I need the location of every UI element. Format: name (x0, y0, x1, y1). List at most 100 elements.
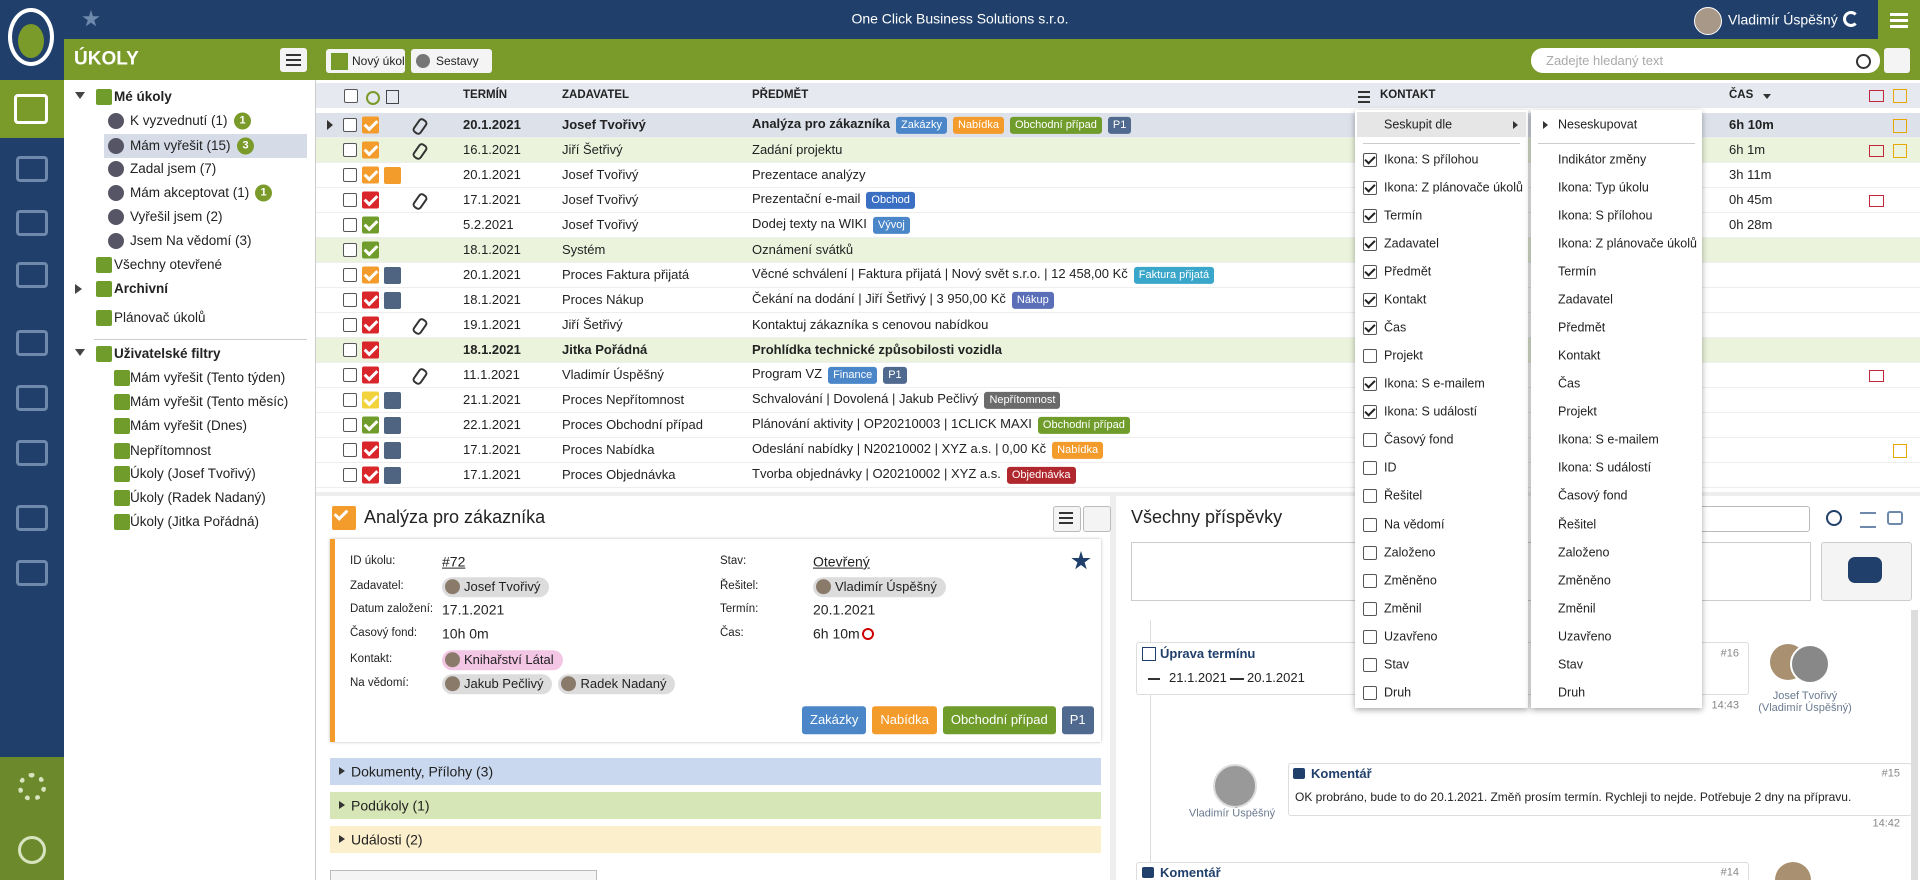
row-assigner[interactable]: Proces Nabídka (562, 442, 655, 458)
menu-group-option[interactable]: Stav (1558, 657, 1584, 672)
menu-group-option[interactable]: Ikona: S přílohou (1558, 208, 1653, 223)
menu-column[interactable]: Řešitel (1384, 488, 1423, 503)
menu-checkbox[interactable] (1363, 601, 1377, 616)
tag[interactable]: Obchodní případ (1009, 116, 1102, 135)
menu-checkbox[interactable] (1363, 685, 1377, 700)
sidebar-item[interactable]: Všechny otevřené (114, 256, 223, 272)
menu-checkbox[interactable] (1363, 181, 1377, 196)
detail-expand-button[interactable] (1083, 506, 1111, 532)
status-icon[interactable] (362, 391, 379, 409)
person-chip[interactable]: Josef Tvořivý (442, 577, 550, 597)
detail-section[interactable] (330, 792, 1101, 819)
header-check[interactable] (344, 89, 358, 103)
menu-checkbox[interactable] (1363, 433, 1377, 448)
rail-icon[interactable] (16, 156, 48, 182)
status-icon[interactable] (362, 116, 379, 134)
row-subject[interactable]: Věcné schválení | Faktura přijatá | Nový… (752, 266, 1215, 285)
sidebar-item[interactable]: Plánovač úkolů (114, 309, 206, 325)
row-date[interactable]: 11.1.2021 (463, 367, 520, 383)
menu-checkbox[interactable] (1363, 573, 1377, 588)
rail-icon[interactable] (14, 94, 48, 124)
rail-icon[interactable] (16, 262, 48, 288)
rail-icon[interactable] (16, 560, 48, 586)
row-subject[interactable]: Analýza pro zákazníka Zakázky Nabídka Obcho… (752, 116, 1132, 135)
row-assigner[interactable]: Josef Tvořivý (562, 192, 639, 208)
menu-column[interactable]: Druh (1384, 685, 1412, 700)
row-assigner[interactable]: Josef Tvořivý (562, 217, 639, 233)
row-assigner[interactable]: Proces Objednávka (562, 467, 676, 483)
row-subject[interactable]: Kontaktuj zákazníka s cenovou nabídkou (752, 317, 988, 333)
row-subject[interactable]: Prohlídka technické způsobilosti vozidla (752, 342, 1002, 358)
row-checkbox[interactable] (343, 468, 357, 482)
menu-group-option[interactable]: Změnil (1558, 601, 1596, 616)
reports-label[interactable]: Sestavy (436, 53, 479, 68)
menu-column[interactable]: Projekt (1384, 348, 1423, 363)
status-icon[interactable] (362, 441, 379, 459)
posts-icon[interactable] (1860, 512, 1876, 528)
menu-highlight[interactable] (1357, 112, 1526, 137)
tag[interactable]: Vývoj (872, 216, 910, 235)
status-icon[interactable] (362, 216, 379, 234)
row-subject[interactable]: Odeslání nabídky | N20210002 | XYZ a.s. … (752, 441, 1104, 460)
row-date[interactable]: 22.1.2021 (463, 417, 521, 433)
row-assigner[interactable]: Josef Tvořivý (562, 117, 646, 133)
row-subject[interactable]: Dodej texty na WIKI Vývoj (752, 216, 910, 235)
tree-arrow[interactable] (75, 284, 82, 294)
row-date[interactable]: 18.1.2021 (463, 292, 521, 308)
tag[interactable]: Obchod (866, 191, 915, 210)
row-date[interactable]: 21.1.2021 (463, 392, 521, 408)
row-checkbox[interactable] (343, 418, 357, 432)
row-date[interactable]: 18.1.2021 (463, 242, 521, 258)
row-date[interactable]: 16.1.2021 (463, 142, 521, 158)
detail-tag[interactable]: P1 (1061, 706, 1094, 734)
menu-group-option[interactable]: Zadavatel (1558, 292, 1613, 307)
menu-group-option[interactable]: Čas (1558, 376, 1581, 391)
menu-column[interactable]: Zadavatel (1384, 236, 1439, 251)
rail-icon[interactable] (16, 210, 48, 236)
sidebar-item[interactable]: Úkoly (Jitka Pořádná) (130, 513, 260, 529)
row-subject[interactable]: Schvalování | Dovolená | Jakub Pečlivý Ne… (752, 391, 1061, 410)
sidebar-item[interactable]: Mám vyřešit (Tento týden) (130, 369, 286, 385)
row-subject[interactable]: Program VZ Finance P1 (752, 366, 907, 385)
sidebar-item[interactable]: Nepřítomnost (130, 442, 212, 458)
column-header[interactable]: ZADAVATEL (562, 89, 630, 102)
menu-checkbox[interactable] (1363, 461, 1377, 476)
row-assigner[interactable]: Jiří Šetřivý (562, 317, 623, 333)
row-checkbox[interactable] (343, 368, 357, 382)
menu-column[interactable]: Uzavřeno (1384, 629, 1438, 644)
tag[interactable]: Objednávka (1006, 466, 1076, 485)
menu-checkbox[interactable] (1363, 517, 1377, 532)
row-date[interactable]: 17.1.2021 (463, 192, 521, 208)
tag[interactable]: Nabídka (952, 116, 1004, 135)
row-subject[interactable]: Tvorba objednávky | O20210002 | XYZ a.s.… (752, 466, 1076, 485)
sidebar-item[interactable]: Zadal jsem (7) (130, 160, 217, 176)
sidebar-item[interactable]: Archivní (114, 280, 169, 296)
row-assigner[interactable]: Josef Tvořivý (562, 167, 639, 183)
row-checkbox[interactable] (343, 218, 357, 232)
sidebar-item[interactable]: Úkoly (Josef Tvořivý) (130, 465, 256, 481)
menu-group-option[interactable]: Ikona: Typ úkolu (1558, 180, 1649, 195)
row-checkbox[interactable] (343, 318, 357, 332)
menu-group-option[interactable]: Ikona: Z plánovače úkolů (1558, 236, 1697, 251)
row-subject[interactable]: Plánování aktivity | OP20210003 | 1CLICK… (752, 416, 1130, 435)
rail-icon[interactable] (16, 440, 48, 466)
row-subject[interactable]: Zadání projektu (752, 142, 842, 158)
menu-checkbox[interactable] (1363, 545, 1377, 560)
status-icon[interactable] (362, 291, 379, 309)
menu-checkbox[interactable] (1363, 293, 1377, 308)
tag[interactable]: P1 (883, 366, 907, 385)
menu-group-option[interactable]: Změněno (1558, 573, 1611, 588)
menu-column[interactable]: Ikona: S e-mailem (1384, 376, 1485, 391)
tag[interactable]: Faktura přijatá (1133, 266, 1215, 285)
rail-icon[interactable] (16, 505, 48, 531)
tag[interactable]: Zakázky (896, 116, 947, 135)
row-assigner[interactable]: Jitka Pořádná (562, 342, 648, 358)
search-box[interactable] (1531, 48, 1880, 73)
row-assigner[interactable]: Proces Nákup (562, 292, 644, 308)
tag[interactable]: Nabídka (1052, 441, 1104, 460)
row-checkbox[interactable] (343, 393, 357, 407)
detail-tag[interactable]: Nabídka (872, 706, 937, 734)
rail-icon[interactable] (16, 385, 48, 411)
detail-menu-button[interactable] (1053, 506, 1081, 532)
tag[interactable]: Obchodní případ (1037, 416, 1130, 435)
